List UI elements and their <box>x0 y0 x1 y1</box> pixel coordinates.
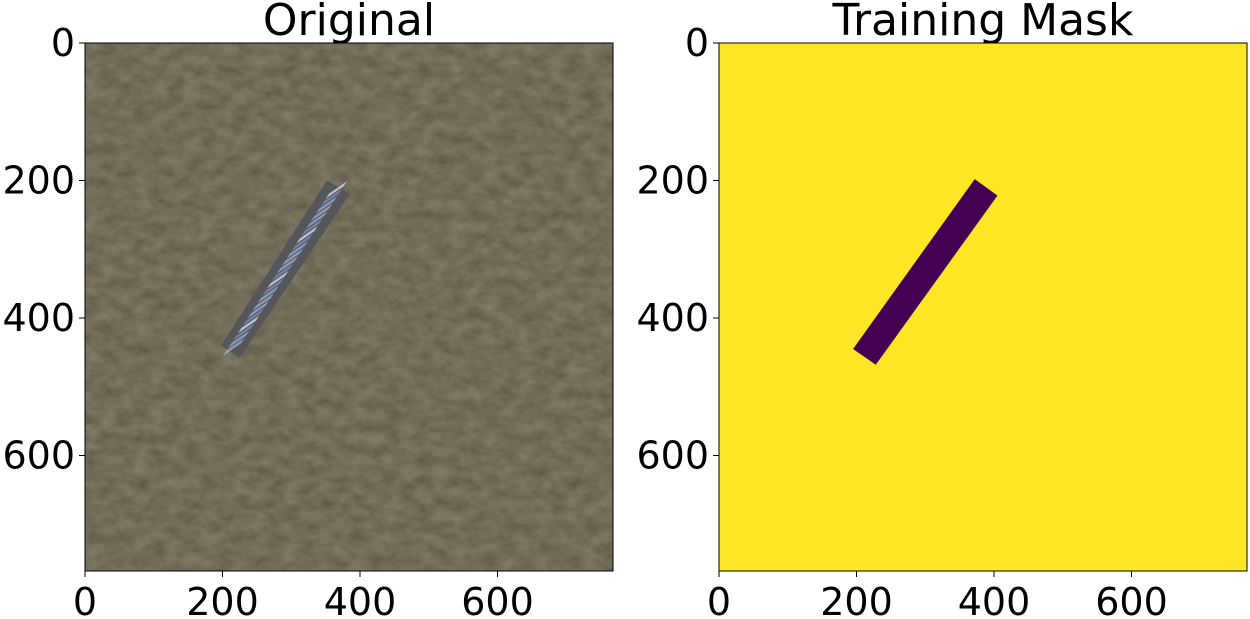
y-tick-label: 600 <box>636 434 709 478</box>
y-tick-label: 0 <box>51 21 75 65</box>
x-tick-label: 200 <box>820 580 893 619</box>
ship-container-row <box>325 181 347 199</box>
ship-container-row <box>306 211 328 229</box>
ship-container-row <box>315 196 338 214</box>
x-tick-label: 0 <box>73 580 97 619</box>
axes-frame-left <box>84 42 614 572</box>
y-tick-label: 400 <box>2 296 75 340</box>
panel-training-mask: Training Mask 0 200 400 600 0 200 400 600 <box>636 0 1248 619</box>
x-tick-label: 600 <box>1095 580 1168 619</box>
x-tick-label: 400 <box>958 580 1031 619</box>
ship-container-row <box>281 248 304 267</box>
mask-ship-region <box>853 179 998 365</box>
ship-container-row <box>228 330 250 349</box>
x-axis-right: 0 200 400 600 <box>707 571 1168 619</box>
panel-original: Original 0 200 400 600 0 200 400 600 <box>2 0 614 619</box>
ship-container-row <box>262 278 284 296</box>
x-tick-label: 200 <box>186 580 259 619</box>
water-texture <box>85 43 613 571</box>
ship-container-row <box>237 315 260 334</box>
axes-frame-right <box>718 42 1248 572</box>
ship-container-row <box>247 300 269 319</box>
container-ship <box>221 180 350 358</box>
y-tick-label: 0 <box>685 21 709 65</box>
x-axis-left: 0 200 400 600 <box>73 571 534 619</box>
ship-container-row <box>311 203 333 222</box>
x-tick-label: 600 <box>461 580 534 619</box>
ship-container-row <box>301 218 323 237</box>
ship-container-row <box>272 263 294 281</box>
ship-container-row <box>252 293 274 311</box>
y-tick-label: 400 <box>636 296 709 340</box>
x-tick-label: 400 <box>324 580 397 619</box>
ship-container-row <box>291 233 313 252</box>
y-tick-label: 200 <box>2 159 75 203</box>
ship-container-row <box>223 338 245 356</box>
panel-title-original: Original <box>263 0 435 46</box>
ship-container-row <box>257 285 279 304</box>
y-tick-label: 600 <box>2 434 75 478</box>
ship-container-row <box>233 323 255 341</box>
ship-container-row <box>267 270 289 289</box>
ship-container-row <box>296 226 318 244</box>
y-axis-left: 0 200 400 600 <box>2 21 85 478</box>
x-tick-label: 0 <box>707 580 731 619</box>
panel-title-training-mask: Training Mask <box>832 0 1134 46</box>
ship-container-row <box>286 240 308 259</box>
ship-container-row <box>320 188 343 207</box>
ship-container-row <box>276 255 299 274</box>
ship-container-row <box>242 308 265 326</box>
y-tick-label: 200 <box>636 159 709 203</box>
satellite-image <box>85 43 613 571</box>
y-axis-right: 0 200 400 600 <box>636 21 719 478</box>
mask-background <box>719 43 1247 571</box>
